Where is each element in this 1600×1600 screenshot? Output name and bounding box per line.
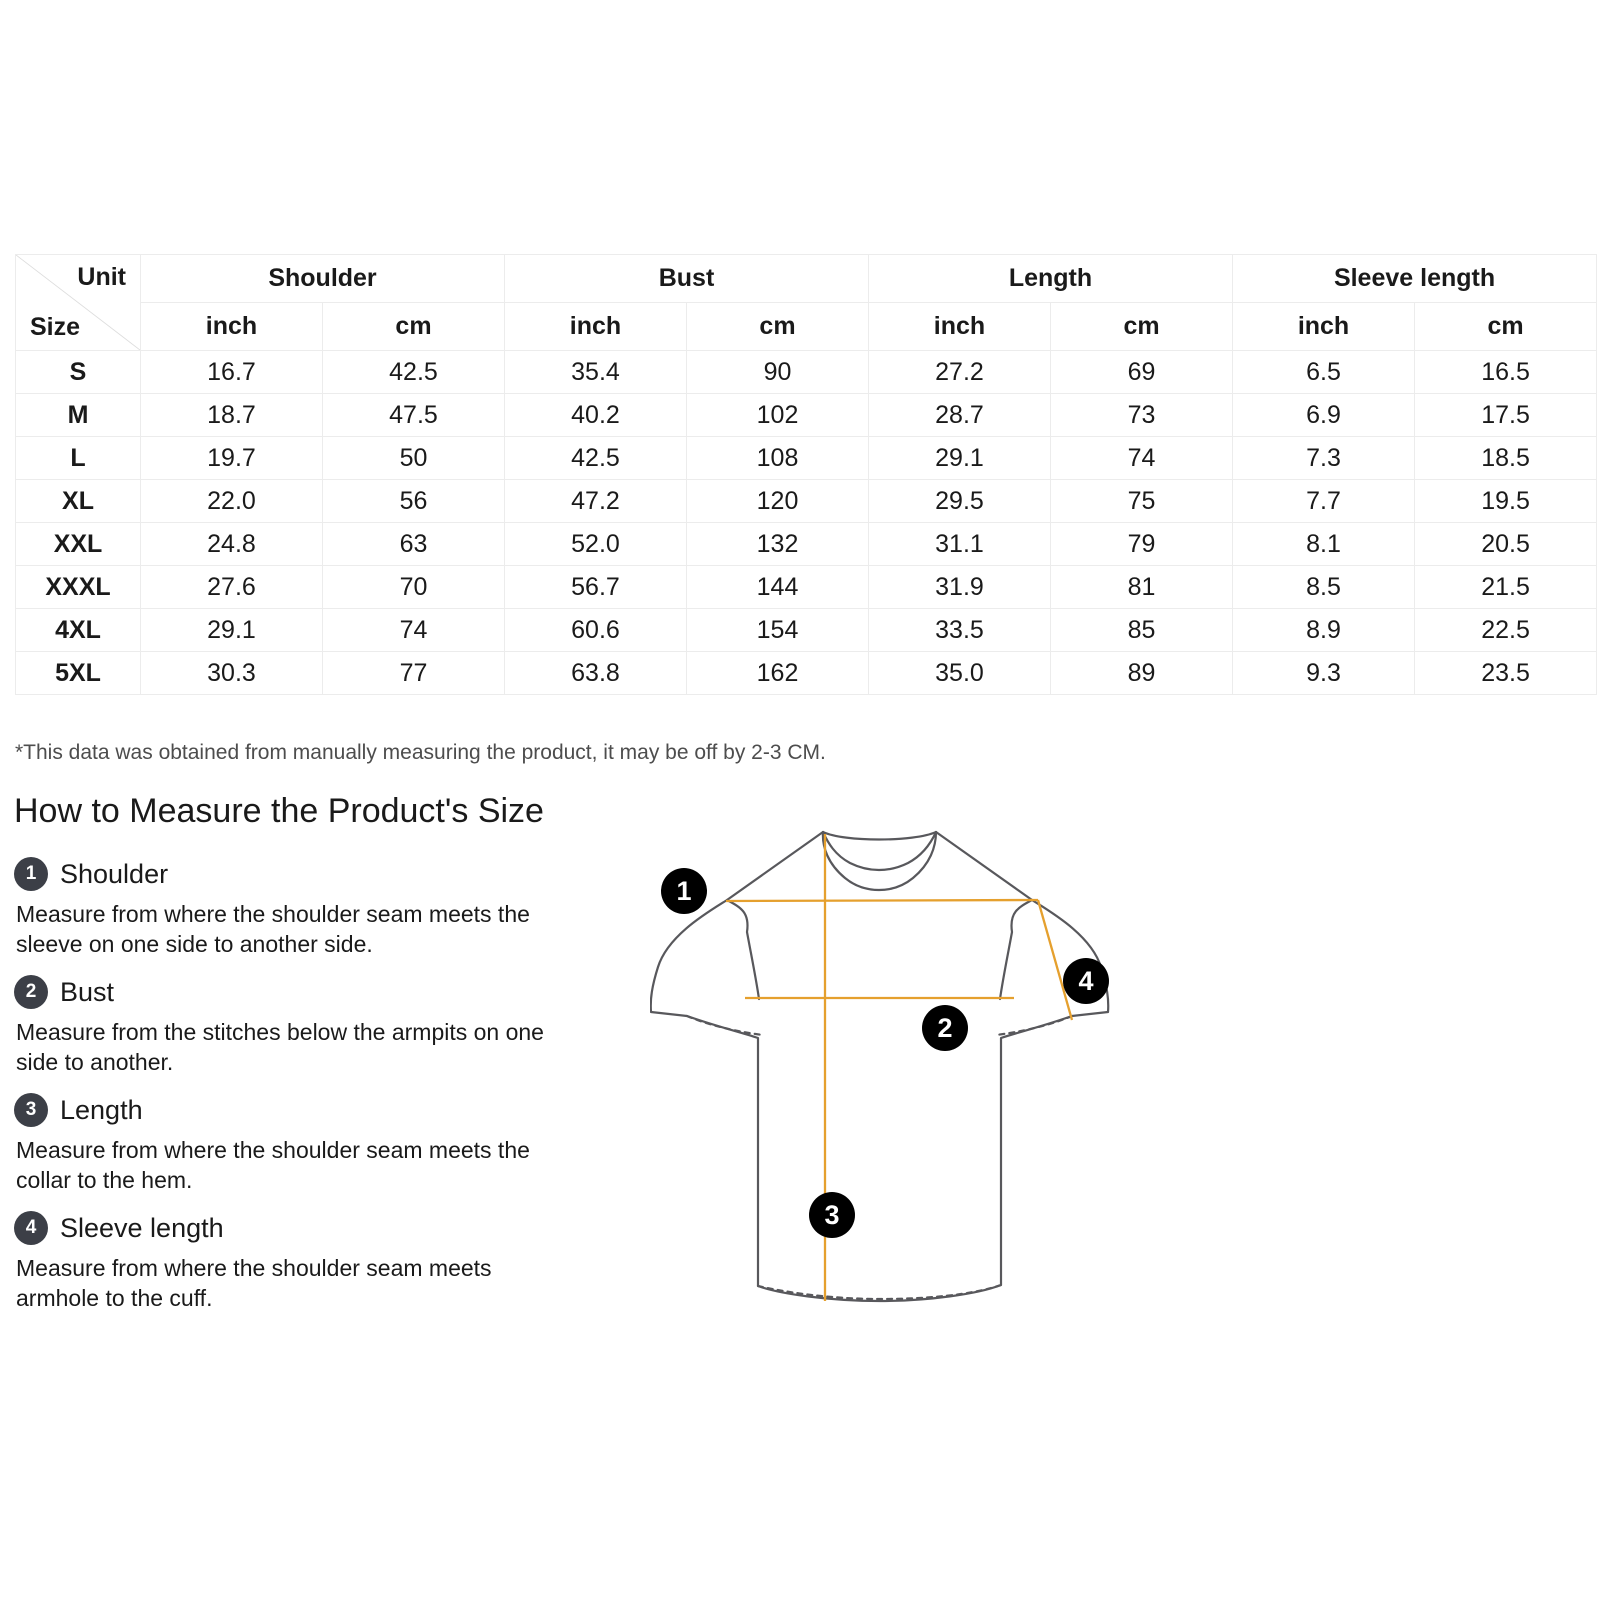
svg-text:3: 3 bbox=[824, 1200, 839, 1230]
svg-text:1: 1 bbox=[676, 876, 691, 906]
svg-text:4: 4 bbox=[1078, 966, 1093, 996]
svg-text:2: 2 bbox=[937, 1013, 952, 1043]
